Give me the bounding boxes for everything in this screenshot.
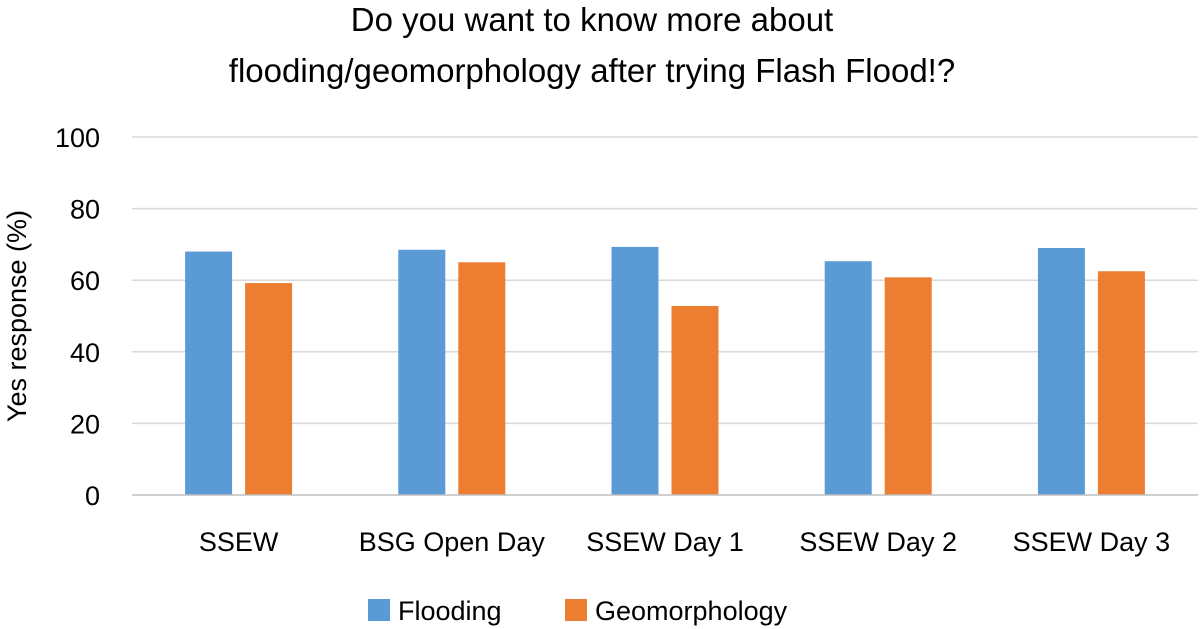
bar-flooding: [1037, 247, 1085, 495]
x-axis-ticks: SSEW BSG Open Day SSEW Day 1 SSEW Day 2 SSEW…: [199, 527, 1170, 557]
y-tick-label: 80: [70, 195, 100, 225]
bar-geomorphology: [884, 277, 932, 495]
legend-label-geomorphology: Geomorphology: [595, 596, 788, 626]
x-tick-label: BSG Open Day: [359, 527, 546, 557]
y-tick-label: 40: [70, 338, 100, 368]
bar-flooding: [824, 261, 872, 495]
chart-title-line-2: flooding/geomorphology after trying Flas…: [229, 52, 955, 89]
y-tick-label: 60: [70, 266, 100, 296]
y-tick-label: 100: [55, 123, 100, 153]
y-axis-title: Yes response (%): [2, 210, 32, 422]
gridlines: [132, 136, 1198, 425]
y-tick-label: 0: [85, 481, 100, 511]
y-tick-label: 20: [70, 409, 100, 439]
x-tick-label: SSEW Day 2: [799, 527, 957, 557]
x-tick-label: SSEW Day 1: [586, 527, 744, 557]
bar-flooding: [185, 251, 233, 495]
bar-geomorphology: [245, 283, 293, 495]
x-tick-label: SSEW Day 3: [1013, 527, 1171, 557]
bar-flooding: [398, 249, 446, 495]
x-tick-label: SSEW: [199, 527, 279, 557]
legend-label-flooding: Flooding: [398, 596, 502, 626]
chart-title: Do you want to know more about flooding/…: [229, 1, 955, 89]
chart-title-line-1: Do you want to know more about: [351, 1, 833, 38]
bar-geomorphology: [1097, 271, 1145, 495]
bar-geomorphology: [671, 305, 719, 495]
legend-swatch-geomorphology: [565, 599, 587, 621]
legend: Flooding Geomorphology: [368, 596, 788, 626]
y-axis-ticks: 0 20 40 60 80 100: [55, 123, 100, 511]
bar-flooding: [611, 246, 659, 495]
bar-geomorphology: [458, 262, 506, 495]
legend-swatch-flooding: [368, 599, 390, 621]
bars: [185, 246, 1145, 495]
